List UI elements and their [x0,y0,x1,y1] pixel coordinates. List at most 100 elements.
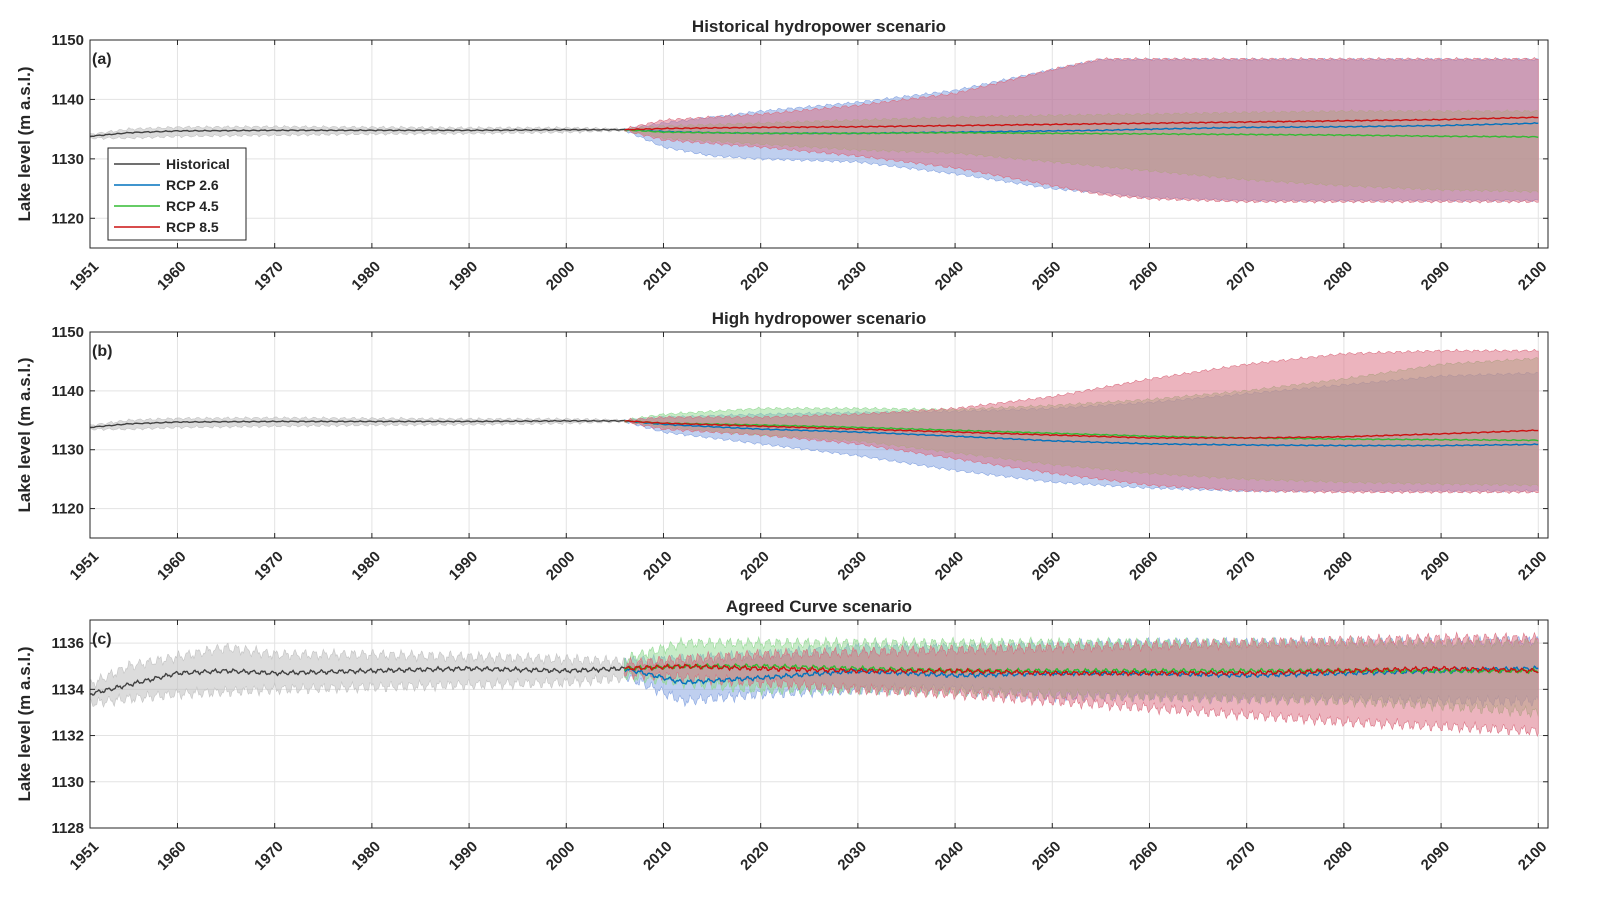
panel-label: (c) [92,631,112,648]
y-tick-label: 1136 [51,635,84,652]
mean-line-rcp-4-5 [624,420,1539,442]
x-tick-label: 2060 [1126,838,1162,874]
panel-label: (a) [92,51,112,68]
x-tick-label: 2010 [640,258,676,294]
y-tick-label: 1130 [51,151,84,168]
panel-title: High hydropower scenario [712,309,926,328]
x-tick-label: 2080 [1320,548,1356,584]
x-tick-label: 2060 [1126,548,1162,584]
y-axis-label: Lake level (m a.s.l.) [15,67,34,222]
x-tick-label: 1980 [348,838,384,874]
mean-line-historical [90,419,625,429]
x-tick-label: 2090 [1418,548,1454,584]
y-tick-label: 1130 [51,774,84,791]
x-tick-label: 1990 [446,258,482,294]
x-tick-label: 2030 [834,548,870,584]
series-group [90,348,1539,494]
x-tick-label: 2050 [1029,548,1065,584]
panel-b: 1951 1960 1970 1980 1990 2000 2010 2020 2030 2040… [15,309,1550,584]
x-tick-label: 1970 [251,548,287,584]
y-axis-label: Lake level (m a.s.l.) [15,647,34,802]
x-tick-label: 2060 [1126,258,1162,294]
x-tick-label: 2100 [1515,838,1551,874]
x-tick-label: 2000 [543,838,579,874]
line-layer [90,116,1539,139]
x-tick-label: 2030 [834,838,870,874]
y-tick-label: 1140 [51,91,84,108]
x-tick-label: 2040 [932,838,968,874]
x-tick-label: 1990 [446,838,482,874]
y-tick-label: 1128 [51,820,84,837]
x-tick-label: 2080 [1320,838,1356,874]
x-tick-label: 1951 [67,838,103,874]
y-tick-label: 1150 [51,32,84,49]
x-tick-label: 2090 [1418,258,1454,294]
y-tick-label: 1150 [51,324,84,341]
y-tick-label: 1130 [51,442,84,459]
x-tick-label: 1951 [67,258,103,294]
x-tick-label: 2070 [1223,838,1259,874]
x-tick-label: 2010 [640,548,676,584]
panel-c: 1951 1960 1970 1980 1990 2000 2010 2020 2030 2040… [15,597,1550,874]
mean-line-rcp-8-5 [624,419,1539,440]
mean-line-rcp-8-5 [624,116,1539,131]
x-tick-label: 1990 [446,548,482,584]
panel-a: 1951 1960 1970 1980 1990 2000 2010 2020 2030 2040… [15,17,1550,294]
x-tick-label: 1970 [251,258,287,294]
x-tick-label: 1980 [348,548,384,584]
y-axis-label: Lake level (m a.s.l.) [15,358,34,513]
x-tick-label: 2020 [737,258,773,294]
mean-line-rcp-2-6 [624,420,1539,447]
x-tick-label: 2090 [1418,838,1454,874]
axes-box [89,619,1549,829]
mean-line-rcp-4-5 [624,128,1539,139]
x-tick-label: 2070 [1223,548,1259,584]
axes-box [89,331,1549,539]
series-group [90,631,1539,738]
line-layer [90,419,1539,447]
legend-label: Historical [166,156,230,172]
mean-line-historical [90,128,625,138]
x-tick-label: 2100 [1515,548,1551,584]
legend-label: RCP 4.5 [166,198,219,214]
x-tick-label: 2040 [932,548,968,584]
x-tick-label: 2040 [932,258,968,294]
range-band-rcp-8-5 [624,631,1539,738]
panel-title: Historical hydropower scenario [692,17,946,36]
x-tick-label: 2080 [1320,258,1356,294]
mean-line-rcp-8-5 [624,663,1539,677]
legend-label: RCP 8.5 [166,219,219,235]
x-tick-label: 2000 [543,258,579,294]
y-tick-label: 1120 [51,501,84,518]
band-layer [90,348,1539,494]
x-tick-label: 1951 [67,548,103,584]
x-tick-label: 2100 [1515,258,1551,294]
line-layer [90,662,1539,696]
y-tick-label: 1140 [51,383,84,400]
band-layer [90,631,1539,738]
x-tick-label: 2050 [1029,838,1065,874]
series-group [90,56,1539,204]
range-band-rcp-8-5 [624,348,1539,494]
x-tick-label: 2000 [543,548,579,584]
x-tick-label: 1960 [154,838,190,874]
x-tick-label: 2050 [1029,258,1065,294]
x-tick-label: 1960 [154,258,190,294]
x-tick-label: 1970 [251,838,287,874]
mean-line-historical [90,665,625,696]
x-tick-label: 1980 [348,258,384,294]
x-tick-label: 2020 [737,838,773,874]
y-tick-label: 1134 [51,681,84,698]
x-tick-label: 2070 [1223,258,1259,294]
x-tick-label: 1960 [154,548,190,584]
panel-label: (b) [92,343,112,360]
x-tick-label: 2020 [737,548,773,584]
legend-label: RCP 2.6 [166,177,219,193]
axes-box [89,39,1549,249]
y-tick-label: 1132 [51,728,84,745]
panel-title: Agreed Curve scenario [726,597,912,616]
x-tick-label: 2030 [834,258,870,294]
y-tick-label: 1120 [51,210,84,227]
x-tick-label: 2010 [640,838,676,874]
